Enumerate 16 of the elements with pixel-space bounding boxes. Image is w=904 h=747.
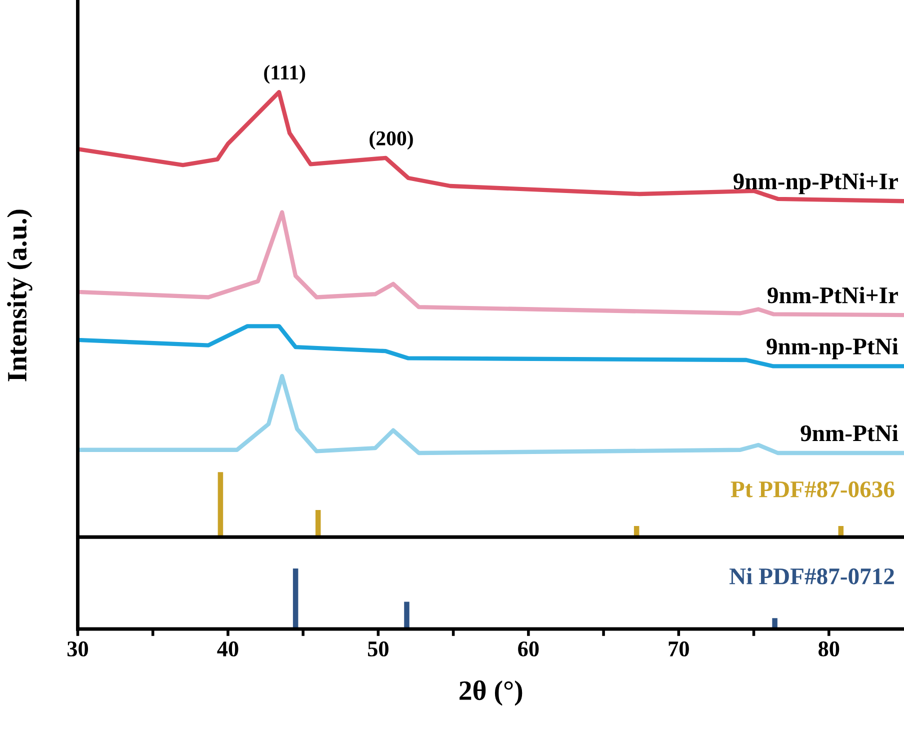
series-label: 9nm-PtNi [800, 424, 898, 442]
x-tick-label: 70 [668, 641, 689, 656]
x-tick-label: 60 [518, 641, 539, 656]
series-label: 9nm-np-PtNi+Ir [733, 172, 898, 194]
series-label: 9nm-PtNi+Ir [768, 286, 898, 304]
series-label: 9nm-np-PtNi [766, 338, 898, 360]
x-axis-title: 2θ (°) [460, 680, 522, 706]
x-tick-label: 30 [67, 641, 88, 656]
x-tick-label: 50 [368, 641, 388, 656]
x-tick-label: 80 [818, 641, 840, 656]
series-label: Pt PDF#87-0636 [730, 481, 894, 498]
annotation: (200) [370, 130, 413, 150]
y-axis-title: Intensity (a.u.) [7, 210, 32, 382]
text: Ni PDF#87-0712 [730, 568, 894, 584]
x-tick-label: 40 [217, 641, 238, 656]
annotation: (111) [264, 64, 306, 84]
